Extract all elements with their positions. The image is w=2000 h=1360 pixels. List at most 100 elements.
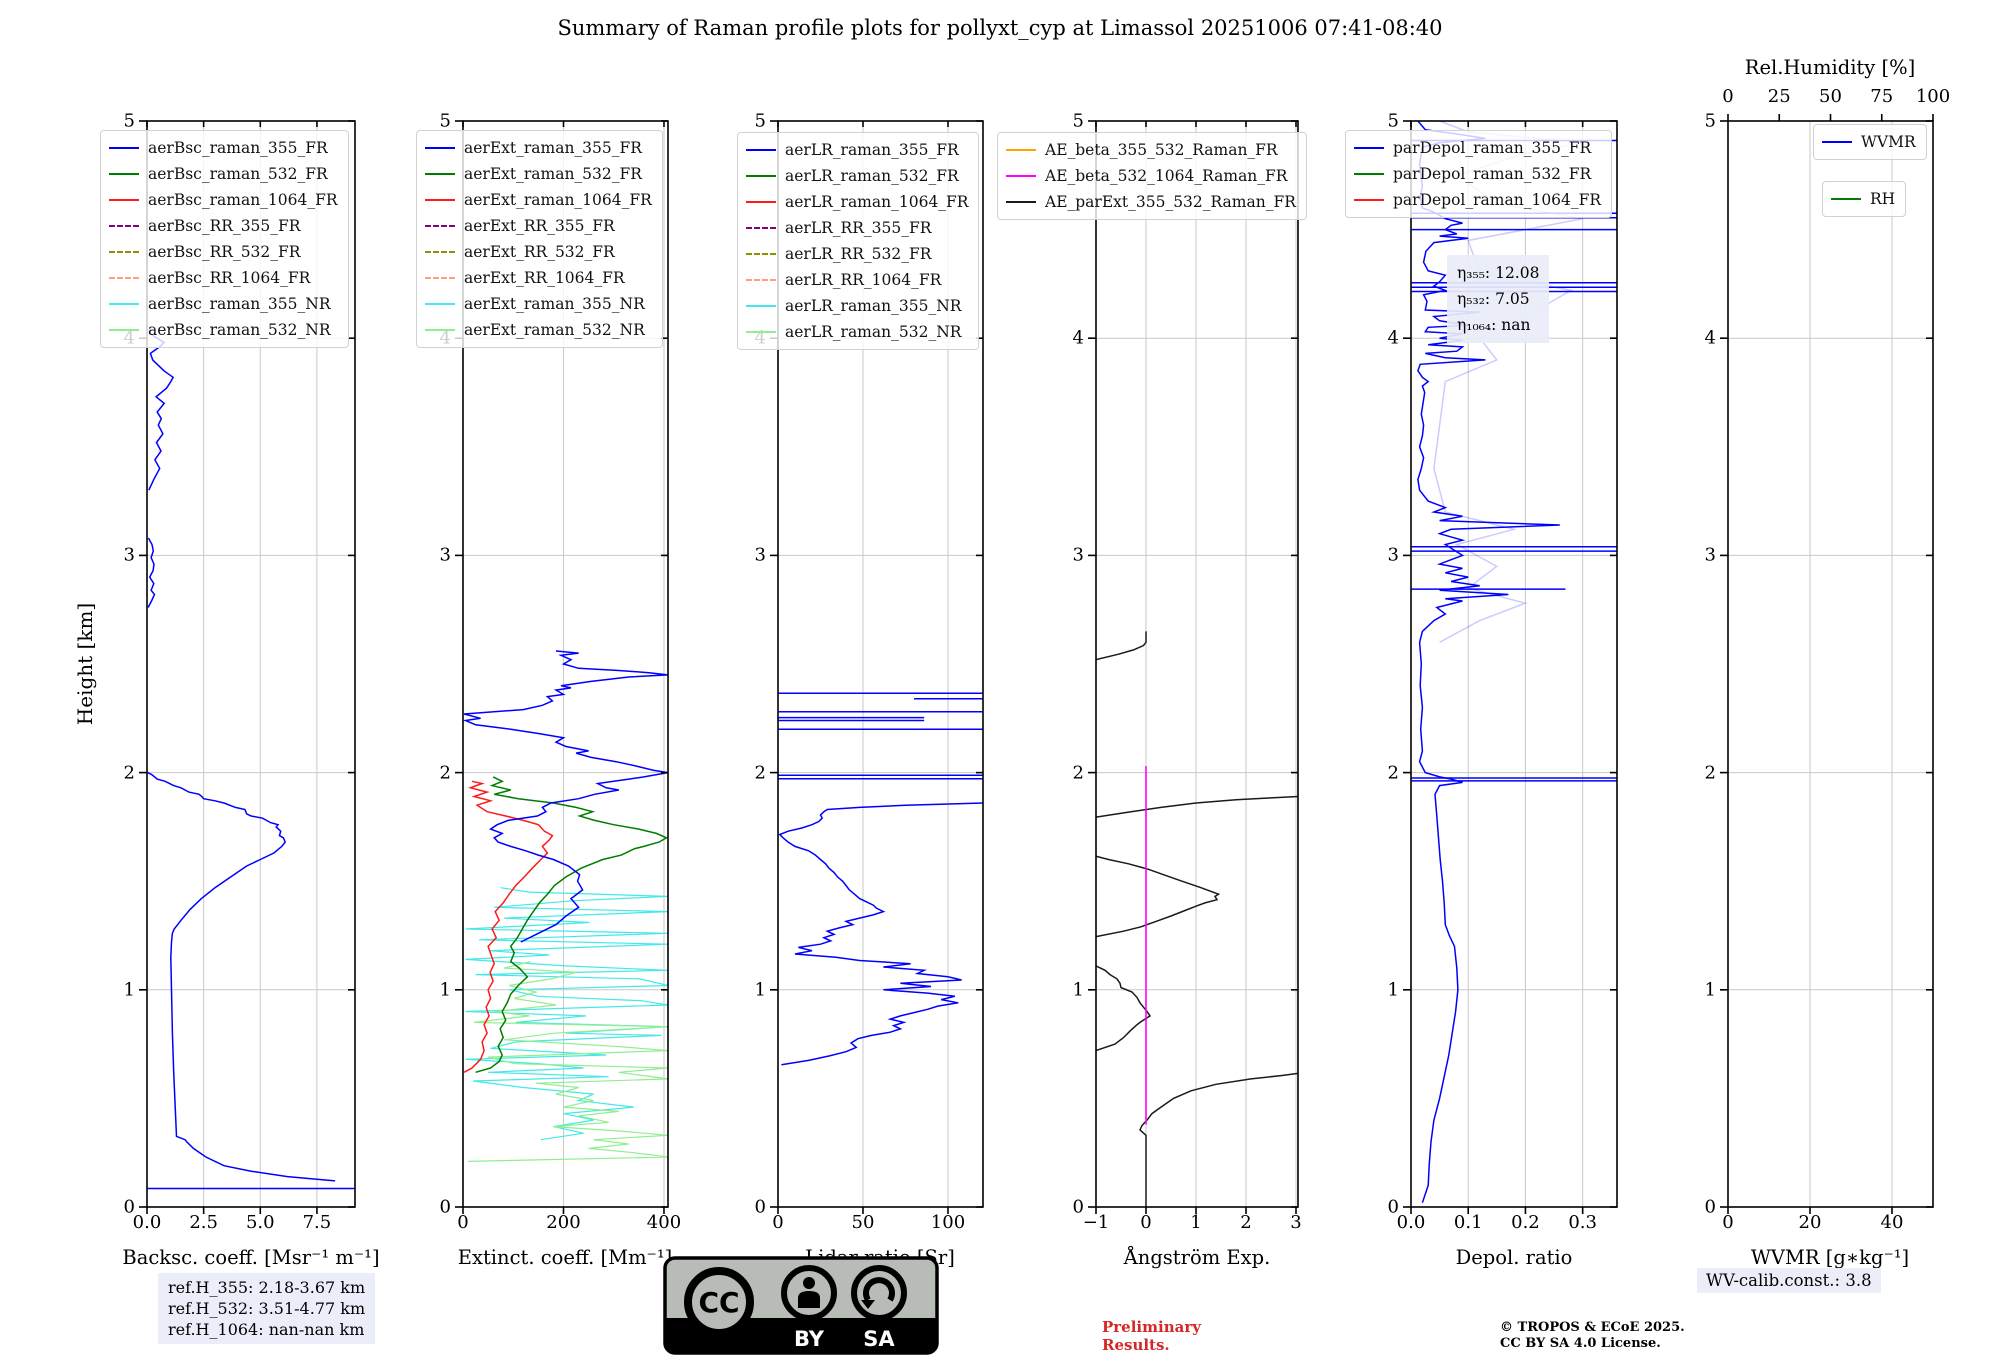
series-aerExt_raman_355_FR <box>463 650 668 943</box>
legend-line-swatch <box>425 303 455 305</box>
x-tick-label-backscatter: 0.0 <box>132 1212 162 1233</box>
panel-frame-angstrom <box>1095 120 1299 1208</box>
legend-entry: aerExt_RR_355_FR <box>425 213 652 239</box>
y-tick-label-depol: 5 <box>1387 110 1399 132</box>
legend-line-swatch <box>746 149 776 151</box>
legend-label: aerLR_RR_355_FR <box>785 219 932 237</box>
legend-label: AE_parExt_355_532_Raman_FR <box>1045 193 1296 211</box>
y-tick-label-backscatter: 1 <box>123 979 135 1001</box>
copyright-line-2: CC BY SA 4.0 License. <box>1500 1336 1661 1351</box>
x-tick-label-wvmr: 20 <box>1798 1212 1822 1233</box>
legend-entry: aerBsc_raman_532_FR <box>109 161 338 187</box>
y-tick-label-angstrom: 1 <box>1072 979 1084 1001</box>
legend-line-swatch <box>109 173 139 175</box>
panel-frame-depol <box>1410 120 1618 1208</box>
x-tick-label-lidar-ratio: 100 <box>930 1212 966 1233</box>
series-aerExt_raman_355_NR <box>465 887 668 1141</box>
legend-label: aerBsc_raman_1064_FR <box>148 191 338 209</box>
legend-entry: aerBsc_raman_532_NR <box>109 317 338 343</box>
legend-entry: aerLR_raman_532_NR <box>746 319 968 345</box>
legend-label: RH <box>1870 190 1896 208</box>
y-tick-label-wvmr: 0 <box>1704 1196 1716 1218</box>
legend-line-swatch <box>746 253 776 255</box>
x-tick-label-angstrom: 0 <box>1140 1212 1152 1233</box>
legend-label: aerLR_raman_532_NR <box>785 323 962 341</box>
legend-label: aerExt_RR_1064_FR <box>464 269 625 287</box>
legend-label: aerBsc_raman_355_NR <box>148 295 331 313</box>
preliminary-line-2: Results. <box>1102 1336 1170 1354</box>
y-tick-label-extinction: 0 <box>439 1196 451 1218</box>
legend-line-swatch <box>425 277 455 279</box>
y-tick-label-lidar-ratio: 3 <box>754 544 766 566</box>
series-aerBsc_raman_355_FR <box>148 327 175 491</box>
legend-entry: aerExt_RR_1064_FR <box>425 265 652 291</box>
legend-entry: aerBsc_RR_355_FR <box>109 213 338 239</box>
y-tick-label-backscatter: 3 <box>123 544 135 566</box>
preliminary-line-1: Preliminary <box>1102 1318 1201 1336</box>
legend-line-swatch <box>746 279 776 281</box>
panel-frame-wvmr <box>1727 120 1934 1208</box>
legend-entry: aerBsc_raman_1064_FR <box>109 187 338 213</box>
legend-line-swatch <box>109 147 139 149</box>
legend-label: aerBsc_raman_532_NR <box>148 321 331 339</box>
y-tick-label-wvmr: 1 <box>1704 979 1716 1001</box>
y-tick-label-wvmr: 4 <box>1704 327 1716 349</box>
refh-532: ref.H_532: 3.51-4.77 km <box>168 1299 366 1318</box>
y-tick-label-angstrom: 5 <box>1072 110 1084 132</box>
y-axis-label: Height [km] <box>73 602 97 726</box>
legend-entry: aerBsc_RR_532_FR <box>109 239 338 265</box>
eta-532-value: η₅₃₂: 7.05 <box>1457 290 1530 308</box>
series-aerLR_raman_355_FR <box>778 802 983 1066</box>
legend-entry: parDepol_raman_1064_FR <box>1354 187 1601 213</box>
y-tick-label-backscatter: 2 <box>123 762 135 784</box>
series-AE_parExt_355_532_Raman_FR <box>1139 1072 1298 1207</box>
y-tick-label-extinction: 5 <box>439 110 451 132</box>
legend-depol: parDepol_raman_355_FR parDepol_raman_532_… <box>1345 130 1613 218</box>
legend-line-swatch <box>109 225 139 227</box>
legend-entry: WVMR <box>1822 129 1916 155</box>
x-tick-label-backscatter: 2.5 <box>189 1212 218 1233</box>
copyright-note: © TROPOS & ECoE 2025. CC BY SA 4.0 Licen… <box>1500 1320 1685 1352</box>
legend-label: AE_beta_355_532_Raman_FR <box>1045 141 1278 159</box>
y-tick-label-lidar-ratio: 1 <box>754 979 766 1001</box>
legend-entry: aerLR_RR_1064_FR <box>746 267 968 293</box>
x-tick-label-backscatter: 5.0 <box>245 1212 275 1233</box>
x-tick-label-angstrom: 2 <box>1240 1212 1252 1233</box>
legend-label: AE_beta_532_1064_Raman_FR <box>1045 167 1288 185</box>
top-axis-tick-label: 50 <box>1819 86 1842 107</box>
legend-line-swatch <box>425 173 455 175</box>
x-tick-label-angstrom: 1 <box>1190 1212 1202 1233</box>
legend-line-swatch <box>109 303 139 305</box>
x-tick-label-backscatter: 7.5 <box>302 1212 332 1233</box>
legend-wvmr-2: RH <box>1822 181 1907 217</box>
y-tick-label-depol: 1 <box>1387 979 1399 1001</box>
legend-entry: aerLR_RR_355_FR <box>746 215 968 241</box>
top-axis-tick-label: 100 <box>1915 86 1951 107</box>
x-tick-label-extinction: 0 <box>457 1212 469 1233</box>
y-tick-label-wvmr: 5 <box>1704 110 1716 132</box>
legend-entry: AE_parExt_355_532_Raman_FR <box>1006 189 1296 215</box>
legend-line-swatch <box>109 251 139 253</box>
refh-355: ref.H_355: 2.18-3.67 km <box>168 1278 366 1297</box>
legend-entry: aerExt_raman_532_FR <box>425 161 652 187</box>
x-axis-label-angstrom: Ångström Exp. <box>1123 1246 1271 1269</box>
legend-label: aerExt_raman_532_FR <box>464 165 642 183</box>
legend-label: aerExt_RR_355_FR <box>464 217 615 235</box>
legend-entry: aerLR_raman_1064_FR <box>746 189 968 215</box>
top-axis-tick-label: 75 <box>1870 86 1894 107</box>
legend-entry: aerExt_raman_1064_FR <box>425 187 652 213</box>
y-tick-label-angstrom: 2 <box>1072 762 1084 784</box>
cc-icon-text: CC <box>698 1286 739 1319</box>
y-tick-label-extinction: 1 <box>439 979 451 1001</box>
legend-wvmr: WVMR <box>1813 124 1927 160</box>
legend-label: aerLR_raman_1064_FR <box>785 193 969 211</box>
series-AE_parExt_355_532_Raman_FR <box>1096 965 1152 1052</box>
legend-entry: aerBsc_raman_355_FR <box>109 135 338 161</box>
x-axis-label-extinction: Extinct. coeff. [Mm⁻¹] <box>457 1246 673 1269</box>
person-head <box>803 1277 815 1289</box>
x-tick-label-depol: 0.2 <box>1511 1212 1540 1233</box>
x-tick-label-depol: 0.3 <box>1568 1212 1597 1233</box>
y-tick-label-lidar-ratio: 0 <box>754 1196 766 1218</box>
series-aerBsc_raman_355_FR <box>147 771 336 1182</box>
